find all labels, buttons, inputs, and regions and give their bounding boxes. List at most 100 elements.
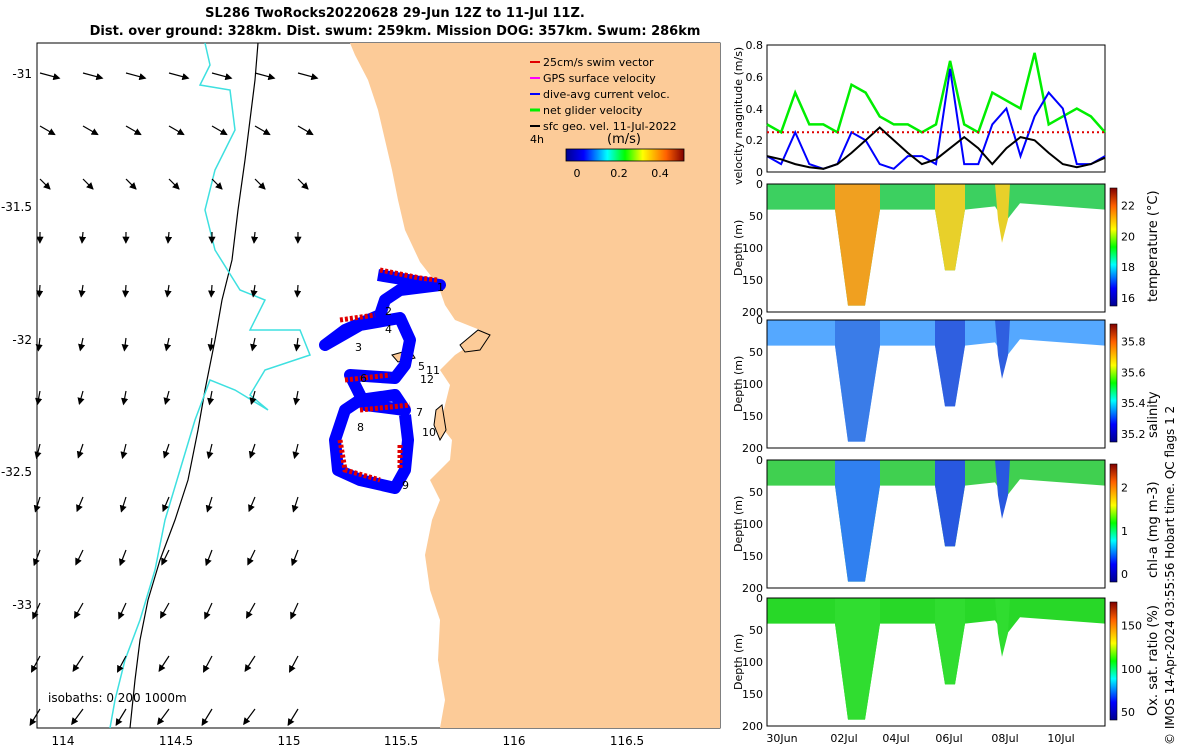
waypoint-labels: 1 2 3 4 5 6 7 8 9 10 11 12: [355, 281, 444, 492]
geo-arrow: [290, 602, 299, 620]
geo-arrow: [294, 284, 302, 298]
map-y-tick: -31: [12, 67, 32, 81]
time-tick: 30Jun: [766, 732, 797, 745]
velocity-series: [766, 52, 1106, 170]
geo-arrow: [206, 443, 214, 460]
velocity-series-line: [766, 68, 1106, 170]
depth-tick: 150: [742, 688, 763, 701]
depth-tick: 100: [742, 378, 763, 391]
geo-arrow: [243, 708, 256, 726]
colorbar-tick: 0: [574, 167, 581, 180]
map-y-tick: -31.5: [1, 200, 32, 214]
map-panel: 1 2 3 4 5 6 7 8 9 10 11 12 114 114.5 115…: [1, 42, 721, 748]
geo-arrow: [246, 602, 256, 619]
depth-tick: 50: [749, 486, 763, 499]
velocity-panel: 0 0.2 0.4 0.6 0.8 velocity magnitude (m/…: [732, 39, 1106, 185]
geo-arrow: [157, 708, 170, 726]
depth-tick: 200: [742, 306, 763, 319]
colorbar-tick: 0.2: [610, 167, 628, 180]
geo-arrow: [297, 125, 314, 136]
colorbar-tick: 18: [1121, 261, 1135, 274]
geo-arrow: [125, 178, 137, 190]
geo-arrow: [35, 337, 43, 352]
geo-arrow: [207, 337, 215, 352]
depth-tick: 150: [742, 410, 763, 423]
colorbar-tick: 100: [1121, 663, 1142, 676]
geo-arrow: [119, 496, 127, 513]
depth-ylabel: Depth (m): [732, 356, 745, 412]
glider-track: [319, 267, 446, 494]
depth-ylabel: Depth (m): [732, 634, 745, 690]
time-tick: 04Jul: [882, 732, 909, 745]
geo-arrow: [168, 125, 185, 136]
vel-y-tick: 0: [756, 166, 763, 179]
colorbar-tick: 35.2: [1121, 428, 1146, 441]
geo-arrow: [36, 284, 44, 298]
geo-arrow: [254, 125, 271, 136]
time-tick: 08Jul: [991, 732, 1018, 745]
colorbar-tick: 16: [1121, 292, 1135, 305]
colorbar-title: (m/s): [607, 132, 641, 147]
geo-arrow: [247, 549, 256, 566]
map-x-tick: 115: [278, 734, 301, 748]
depth-tick: 50: [749, 346, 763, 359]
section-panel-2: 0 50 100 150 200 Depth (m) 35.2 35.4 35.6 35.8 sal…: [732, 314, 1161, 455]
geo-arrow: [201, 708, 213, 727]
waypoint-3: 3: [355, 341, 362, 354]
geo-arrow: [297, 178, 309, 190]
geo-arrow: [250, 231, 259, 244]
vel-y-tick: 0.2: [746, 134, 764, 147]
geo-arrow: [291, 549, 299, 567]
colorbar-tick: 22: [1121, 199, 1135, 212]
vel-y-tick: 0.8: [746, 39, 764, 52]
depth-tick: 0: [756, 178, 763, 191]
geo-arrow: [161, 549, 170, 566]
geo-arrow: [121, 390, 129, 406]
geo-arrow: [82, 125, 99, 136]
geo-arrow: [168, 72, 190, 81]
legend-net-label: net glider velocity: [543, 104, 643, 117]
colorbar-tick: 35.6: [1121, 366, 1146, 379]
depth-tick: 100: [742, 242, 763, 255]
garden-island: [433, 404, 447, 442]
geo-arrow: [31, 655, 41, 673]
geo-arrow: [208, 284, 216, 298]
geo-arrow: [125, 72, 147, 81]
geo-arrow: [205, 549, 213, 567]
geo-arrow: [160, 602, 170, 619]
waypoint-7: 7: [416, 406, 423, 419]
geo-arrow: [76, 443, 84, 459]
geo-arrow: [122, 284, 130, 298]
geo-arrow: [203, 655, 213, 673]
colorbar-tick: 2: [1121, 482, 1128, 495]
map-x-ticks: 114 114.5 115 115.5 116 116.5: [52, 734, 645, 748]
chart-title-line2: Dist. over ground: 328km. Dist. swum: 25…: [89, 24, 701, 39]
colorbar-tick: 1: [1121, 525, 1128, 538]
time-tick: 06Jul: [935, 732, 962, 745]
waypoint-10: 10: [422, 426, 436, 439]
colorbar-tick: 0.4: [651, 167, 669, 180]
geo-arrow: [72, 655, 84, 673]
map-x-tick: 114: [52, 734, 75, 748]
chart-title-line1: SL286 TwoRocks20220628 29-Jun 12Z to 11-…: [205, 6, 585, 21]
geo-arrow: [162, 443, 170, 459]
depth-tick: 200: [742, 720, 763, 733]
colorbar-tick: 20: [1121, 230, 1135, 243]
legend-geo-label: sfc geo. vel. 11-Jul-2022: [543, 120, 677, 133]
geo-arrow: [250, 284, 258, 298]
depth-tick: 150: [742, 274, 763, 287]
geo-arrow: [71, 708, 84, 726]
geo-arrow: [76, 496, 84, 513]
geo-arrow: [35, 390, 43, 406]
geo-arrow: [168, 178, 180, 190]
depth-ylabel: Depth (m): [732, 220, 745, 276]
geo-arrow: [158, 655, 170, 673]
time-tick: 02Jul: [830, 732, 857, 745]
geo-arrow: [39, 72, 61, 81]
colorbar-label: salinity: [1146, 391, 1161, 438]
depth-tick: 100: [742, 518, 763, 531]
geo-arrow: [29, 708, 41, 727]
geo-arrow: [250, 337, 258, 352]
geo-arrow: [120, 443, 128, 460]
